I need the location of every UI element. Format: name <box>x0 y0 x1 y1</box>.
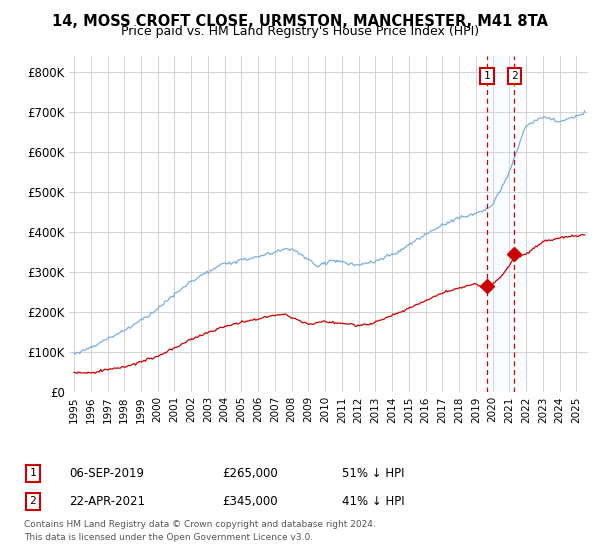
Bar <box>487 56 514 392</box>
Text: £345,000: £345,000 <box>222 494 278 508</box>
Text: Price paid vs. HM Land Registry's House Price Index (HPI): Price paid vs. HM Land Registry's House … <box>121 25 479 38</box>
Text: Contains HM Land Registry data © Crown copyright and database right 2024.: Contains HM Land Registry data © Crown c… <box>24 520 376 529</box>
Text: 51% ↓ HPI: 51% ↓ HPI <box>342 466 404 480</box>
Text: 1: 1 <box>29 468 37 478</box>
Text: 06-SEP-2019: 06-SEP-2019 <box>69 466 144 480</box>
Text: 2: 2 <box>29 496 37 506</box>
Text: 2: 2 <box>511 71 518 81</box>
Text: £265,000: £265,000 <box>222 466 278 480</box>
Text: This data is licensed under the Open Government Licence v3.0.: This data is licensed under the Open Gov… <box>24 533 313 542</box>
Text: 14, MOSS CROFT CLOSE, URMSTON, MANCHESTER, M41 8TA: 14, MOSS CROFT CLOSE, URMSTON, MANCHESTE… <box>52 14 548 29</box>
Text: 41% ↓ HPI: 41% ↓ HPI <box>342 494 404 508</box>
Text: 1: 1 <box>484 71 490 81</box>
Text: 22-APR-2021: 22-APR-2021 <box>69 494 145 508</box>
